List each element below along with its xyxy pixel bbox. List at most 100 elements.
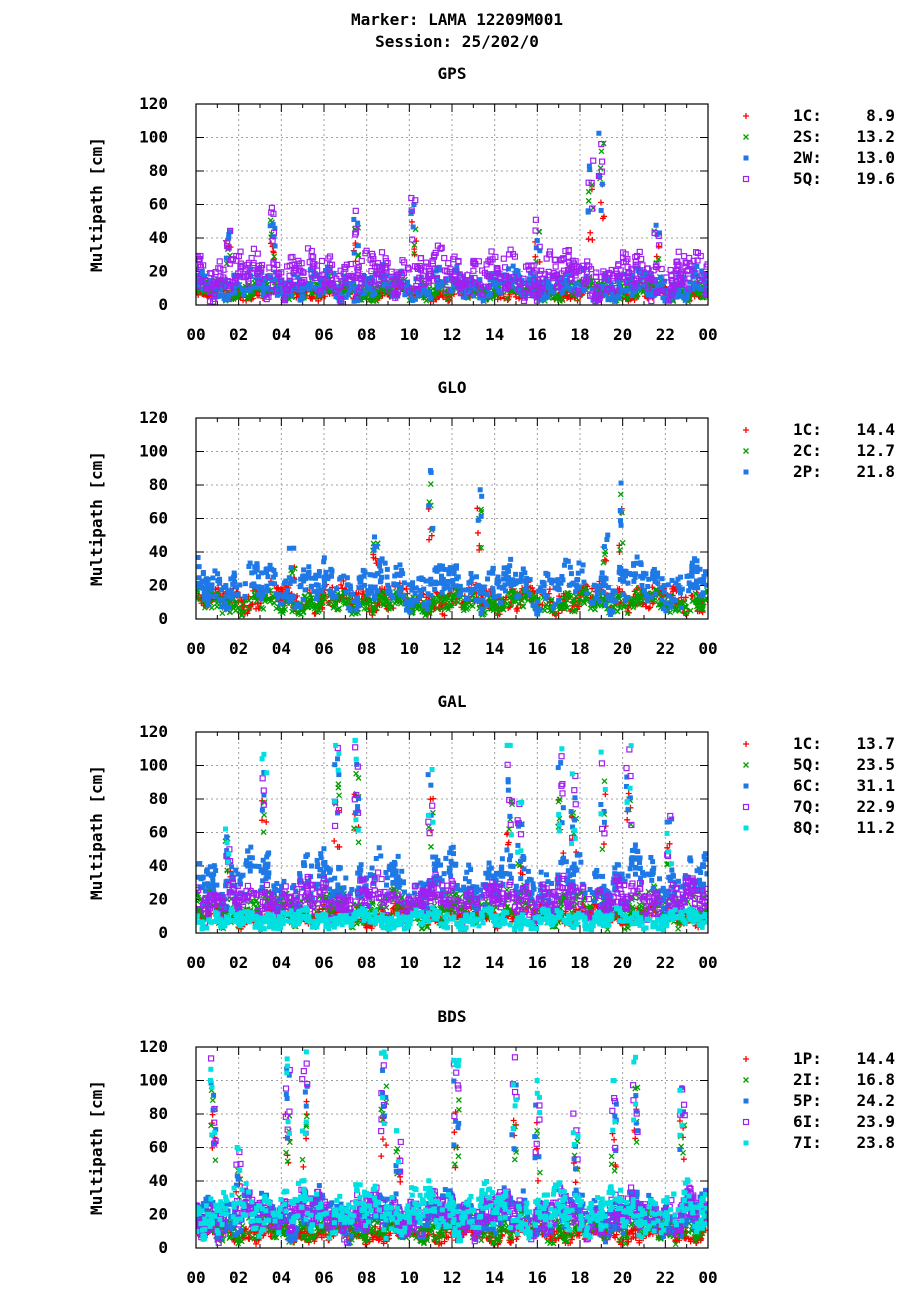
data-point-2p	[515, 578, 521, 584]
outlier-point-2p	[477, 487, 483, 493]
outlier-point-1c	[599, 215, 606, 222]
data-point-2w	[540, 279, 546, 285]
data-point-5q	[248, 270, 255, 277]
x-tick-label: 22	[656, 325, 675, 344]
data-point-2p	[334, 586, 340, 592]
legend-marker	[743, 427, 749, 433]
data-point-2p	[631, 578, 637, 584]
data-point-2w	[531, 274, 537, 280]
data-point-2p	[201, 586, 207, 592]
outlier-point-5q	[270, 210, 277, 217]
data-points	[196, 130, 708, 305]
data-point-2p	[612, 588, 618, 594]
data-point-5q	[355, 267, 362, 274]
outlier-point-2w	[587, 167, 593, 173]
data-point-2w	[415, 292, 421, 298]
data-point-2p	[538, 585, 544, 591]
outlier-point-1c	[532, 253, 539, 260]
data-point-2p	[555, 577, 561, 583]
data-point-2w	[385, 283, 391, 289]
data-point-2w	[654, 283, 660, 289]
data-point-2p	[532, 602, 538, 608]
data-point-2p	[693, 581, 699, 587]
data-point-2w	[608, 281, 614, 287]
data-point-2w	[638, 269, 644, 275]
data-point-5q	[316, 289, 323, 296]
legend-entry: 2C: 12.7	[743, 441, 895, 460]
data-point-5q	[538, 267, 545, 274]
data-point-2w	[573, 280, 579, 286]
data-point-5q	[703, 263, 708, 270]
data-point-2c	[246, 597, 252, 604]
data-point-2w	[578, 282, 584, 288]
data-point-2p	[407, 609, 413, 615]
data-point-2p	[450, 582, 456, 588]
data-point-2w	[293, 284, 299, 290]
data-point-2p	[396, 589, 402, 595]
data-point-2p	[441, 586, 447, 592]
data-point-5q	[489, 256, 496, 263]
data-point-2p	[689, 560, 695, 566]
data-point-2p	[346, 605, 352, 611]
data-point-2p	[344, 582, 350, 588]
data-point-2w	[370, 292, 376, 298]
data-point-2p	[480, 585, 486, 591]
data-point-2p	[215, 578, 221, 584]
outlier-point-2p	[617, 518, 623, 524]
data-point-2p	[495, 577, 501, 583]
outlier-point-5q	[352, 207, 359, 214]
data-point-2w	[241, 292, 247, 298]
data-point-2p	[686, 588, 692, 594]
data-point-5q	[284, 287, 291, 294]
data-point-2p	[321, 584, 327, 590]
data-point-2p	[556, 597, 562, 603]
data-point-2p	[356, 575, 362, 581]
data-point-2p	[678, 574, 684, 580]
data-point-2p	[453, 583, 459, 589]
data-point-5q	[452, 271, 459, 278]
data-point-5q	[582, 278, 589, 285]
data-point-2p	[501, 565, 507, 571]
outlier-point-2w	[226, 232, 232, 238]
data-point-5q	[530, 262, 537, 269]
data-point-5q	[394, 289, 402, 296]
data-point-2c	[196, 593, 201, 600]
data-point-2w	[674, 294, 680, 300]
outlier-point-5q	[651, 229, 658, 237]
data-point-2c	[652, 595, 659, 602]
data-point-5q	[326, 253, 334, 260]
data-point-2c	[446, 599, 453, 606]
x-tick-label: 06	[314, 325, 333, 344]
data-point-2c	[337, 592, 344, 599]
data-point-2p	[503, 588, 509, 594]
data-point-1c	[279, 588, 286, 595]
data-point-2c	[628, 602, 635, 609]
data-point-1c	[647, 604, 654, 611]
data-point-5q	[445, 260, 452, 267]
data-point-2c	[518, 597, 525, 604]
data-point-2p	[701, 574, 707, 580]
data-point-2p	[632, 571, 638, 577]
data-point-5q	[405, 266, 412, 273]
data-point-2p	[704, 582, 708, 588]
data-point-2p	[668, 603, 674, 609]
data-point-5q	[357, 284, 364, 291]
data-point-2c	[387, 601, 393, 608]
data-point-2p	[347, 586, 353, 592]
data-point-2p	[407, 582, 413, 588]
data-point-5q	[680, 253, 688, 260]
data-point-2w	[636, 285, 642, 291]
outlier-point-2w	[355, 243, 361, 249]
data-point-2w	[196, 274, 202, 280]
data-point-2p	[497, 600, 503, 606]
data-point-5q	[593, 278, 601, 285]
data-point-2p	[315, 588, 321, 594]
data-point-2p	[451, 566, 457, 572]
data-point-2p	[664, 600, 670, 606]
data-point-2w	[559, 286, 565, 292]
data-point-2w	[520, 281, 526, 287]
y-tick-label: 120	[139, 94, 168, 113]
data-point-2w	[630, 272, 636, 278]
data-point-5q	[374, 260, 382, 267]
data-point-2w	[492, 284, 498, 290]
